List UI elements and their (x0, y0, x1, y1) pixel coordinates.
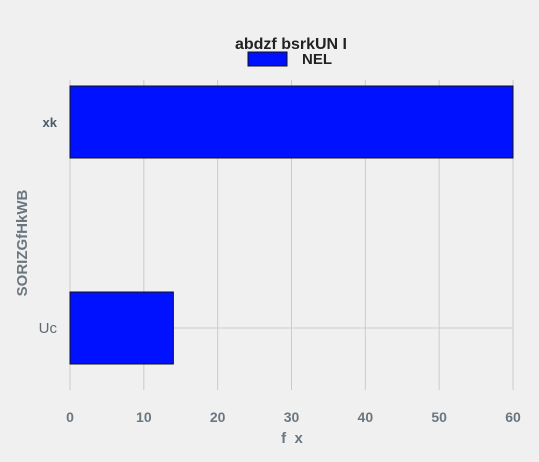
chart-title: abdzf bsrkUN I (235, 36, 347, 53)
legend-label: NEL (302, 51, 332, 68)
x-tick-label: 60 (505, 409, 521, 425)
bar-xk (69, 85, 514, 159)
x-tick-labels: 0 10 20 30 40 50 60 (66, 409, 521, 425)
x-axis-title: f x (281, 430, 303, 447)
y-tick-label: Uc (39, 320, 58, 337)
x-tick-label: 0 (66, 409, 74, 425)
bar-uc (69, 291, 174, 365)
bars (69, 85, 514, 365)
legend: NEL (247, 51, 332, 68)
y-tick-label: xk (43, 115, 58, 130)
x-tick-label: 30 (284, 409, 300, 425)
legend-swatch (247, 51, 288, 67)
x-tick-label: 40 (358, 409, 374, 425)
x-tick-label: 50 (431, 409, 447, 425)
x-tick-label: 20 (210, 409, 226, 425)
x-tick-label: 10 (136, 409, 152, 425)
y-axis-title: SORIZGfHkWB (14, 190, 31, 297)
y-tick-labels: xk Uc (39, 115, 58, 337)
